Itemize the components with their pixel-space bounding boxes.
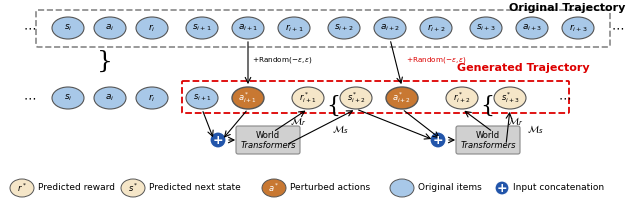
Text: {: { xyxy=(326,95,340,117)
Ellipse shape xyxy=(186,87,218,109)
Ellipse shape xyxy=(262,179,286,197)
Ellipse shape xyxy=(232,87,264,109)
Text: $a^*_{i+2}$: $a^*_{i+2}$ xyxy=(392,91,412,105)
Text: $a_{i+2}$: $a_{i+2}$ xyxy=(380,23,400,33)
Text: World: World xyxy=(476,131,500,140)
Text: $r_{i+2}$: $r_{i+2}$ xyxy=(427,22,445,34)
Text: World: World xyxy=(256,131,280,140)
Text: $s_i$: $s_i$ xyxy=(64,93,72,103)
Ellipse shape xyxy=(470,17,502,39)
Text: $\cdots$: $\cdots$ xyxy=(611,21,625,34)
Text: $+\mathrm{Random}(-\epsilon, \epsilon)$: $+\mathrm{Random}(-\epsilon, \epsilon)$ xyxy=(406,55,467,65)
Text: $a_{i+1}$: $a_{i+1}$ xyxy=(237,23,259,33)
Ellipse shape xyxy=(186,17,218,39)
Text: $r^*$: $r^*$ xyxy=(17,182,27,194)
Text: $r_{i+1}$: $r_{i+1}$ xyxy=(285,22,303,34)
Text: $s_{i+1}$: $s_{i+1}$ xyxy=(193,93,211,103)
Text: $s^*_{i+2}$: $s^*_{i+2}$ xyxy=(347,91,365,105)
Ellipse shape xyxy=(10,179,34,197)
Text: $s_{i+1}$: $s_{i+1}$ xyxy=(192,23,212,33)
Text: $\mathcal{M}_s$: $\mathcal{M}_s$ xyxy=(332,124,348,136)
FancyBboxPatch shape xyxy=(236,126,300,154)
Text: $r^*_{i+2}$: $r^*_{i+2}$ xyxy=(453,91,470,105)
Text: {: { xyxy=(480,95,494,117)
Text: +: + xyxy=(433,133,444,146)
Text: $a^*$: $a^*$ xyxy=(268,182,280,194)
Text: $a_{i+3}$: $a_{i+3}$ xyxy=(522,23,542,33)
Text: Original Trajectory: Original Trajectory xyxy=(509,3,625,13)
Text: +: + xyxy=(212,133,223,146)
Text: Transformers: Transformers xyxy=(240,140,296,150)
Ellipse shape xyxy=(52,17,84,39)
Text: Predicted next state: Predicted next state xyxy=(149,184,241,192)
Text: $+\mathrm{Random}(-\epsilon, \epsilon)$: $+\mathrm{Random}(-\epsilon, \epsilon)$ xyxy=(252,55,313,65)
Ellipse shape xyxy=(562,17,594,39)
Ellipse shape xyxy=(121,179,145,197)
Ellipse shape xyxy=(94,87,126,109)
Ellipse shape xyxy=(516,17,548,39)
Text: $r_i$: $r_i$ xyxy=(148,92,156,104)
Text: Perturbed actions: Perturbed actions xyxy=(290,184,370,192)
Ellipse shape xyxy=(136,17,168,39)
Text: $\mathcal{M}_r$: $\mathcal{M}_r$ xyxy=(290,116,307,128)
Text: $a_i$: $a_i$ xyxy=(106,93,115,103)
Text: $\mathcal{M}_r$: $\mathcal{M}_r$ xyxy=(507,116,524,128)
Ellipse shape xyxy=(374,17,406,39)
Text: Transformers: Transformers xyxy=(460,140,516,150)
Circle shape xyxy=(430,132,446,148)
Circle shape xyxy=(495,181,509,195)
Text: Original items: Original items xyxy=(418,184,482,192)
Text: $a^*_{i+1}$: $a^*_{i+1}$ xyxy=(239,91,257,105)
Text: $s^*_{i+3}$: $s^*_{i+3}$ xyxy=(500,91,519,105)
Text: $s^*$: $s^*$ xyxy=(127,182,138,194)
Circle shape xyxy=(210,132,226,148)
Text: $r^*_{i+1}$: $r^*_{i+1}$ xyxy=(300,91,317,105)
Ellipse shape xyxy=(52,87,84,109)
Ellipse shape xyxy=(494,87,526,109)
Text: +: + xyxy=(497,181,508,194)
Text: $r_{i+3}$: $r_{i+3}$ xyxy=(569,22,588,34)
Ellipse shape xyxy=(340,87,372,109)
Text: $\cdots$: $\cdots$ xyxy=(24,21,36,34)
Ellipse shape xyxy=(292,87,324,109)
Text: Input concatenation: Input concatenation xyxy=(513,184,604,192)
Ellipse shape xyxy=(420,17,452,39)
Ellipse shape xyxy=(136,87,168,109)
Ellipse shape xyxy=(446,87,478,109)
Text: $\cdots$: $\cdots$ xyxy=(559,91,572,104)
Ellipse shape xyxy=(94,17,126,39)
Ellipse shape xyxy=(328,17,360,39)
Ellipse shape xyxy=(390,179,414,197)
Text: $a_i$: $a_i$ xyxy=(106,23,115,33)
Text: $\cdots$: $\cdots$ xyxy=(24,91,36,104)
Text: $r_i$: $r_i$ xyxy=(148,22,156,34)
Text: $s_{i+2}$: $s_{i+2}$ xyxy=(334,23,354,33)
Text: $s_{i+3}$: $s_{i+3}$ xyxy=(476,23,496,33)
Text: Generated Trajectory: Generated Trajectory xyxy=(458,63,590,73)
Text: }: } xyxy=(97,50,113,73)
Text: $s_i$: $s_i$ xyxy=(64,23,72,33)
Ellipse shape xyxy=(386,87,418,109)
Text: Predicted reward: Predicted reward xyxy=(38,184,115,192)
Ellipse shape xyxy=(232,17,264,39)
FancyBboxPatch shape xyxy=(456,126,520,154)
Text: $\mathcal{M}_s$: $\mathcal{M}_s$ xyxy=(527,124,543,136)
Ellipse shape xyxy=(278,17,310,39)
